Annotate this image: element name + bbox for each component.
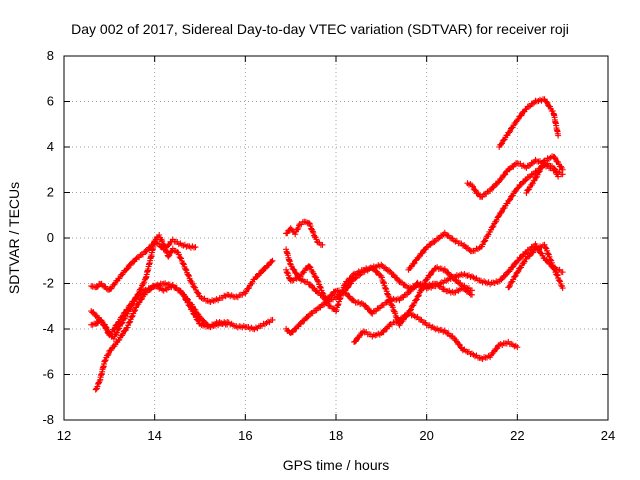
- y-tick-label: 2: [47, 185, 54, 200]
- data-marker-plus: [283, 218, 326, 248]
- y-axis-label: SDTVAR / TECUs: [6, 182, 22, 294]
- plot-frame: [63, 55, 609, 421]
- grid-lines: [64, 56, 608, 420]
- x-axis-label: GPS time / hours: [283, 457, 390, 473]
- y-tick-label: -4: [42, 321, 54, 336]
- data-marker-plus: [464, 156, 562, 200]
- series-arc-9: [351, 310, 521, 362]
- data-marker-plus: [351, 310, 521, 362]
- x-tick-label: 24: [601, 428, 615, 443]
- x-tick-label: 16: [238, 428, 252, 443]
- data-points: [88, 96, 566, 393]
- y-tick-label: 8: [47, 48, 54, 63]
- data-marker-plus: [88, 282, 231, 339]
- series-arc-14: [523, 153, 566, 196]
- series-arc-1: [88, 236, 199, 293]
- series-arc-11: [464, 156, 562, 200]
- y-tick-label: 0: [47, 230, 54, 245]
- x-tick-label: 12: [57, 428, 71, 443]
- series-arc-4: [88, 282, 231, 339]
- data-marker-plus: [283, 263, 475, 329]
- data-marker-plus: [88, 236, 199, 293]
- series-arc-5: [283, 218, 326, 248]
- y-tick-label: 6: [47, 94, 54, 109]
- series-arc-12: [496, 96, 562, 150]
- chart-title: Day 002 of 2017, Sidereal Day-to-day VTE…: [71, 21, 569, 37]
- y-tick-label: 4: [47, 139, 54, 154]
- data-marker-plus: [523, 153, 566, 196]
- x-tick-label: 20: [419, 428, 433, 443]
- x-tick-label: 14: [147, 428, 161, 443]
- data-marker-plus: [505, 241, 566, 292]
- data-marker-plus: [496, 96, 562, 150]
- x-tick-label: 18: [329, 428, 343, 443]
- series-arc-13: [505, 241, 566, 292]
- x-tick-label: 22: [510, 428, 524, 443]
- series-arc-8: [283, 263, 475, 329]
- y-tick-label: -6: [42, 367, 54, 382]
- y-tick-label: -8: [42, 412, 54, 427]
- y-tick-label: -2: [42, 276, 54, 291]
